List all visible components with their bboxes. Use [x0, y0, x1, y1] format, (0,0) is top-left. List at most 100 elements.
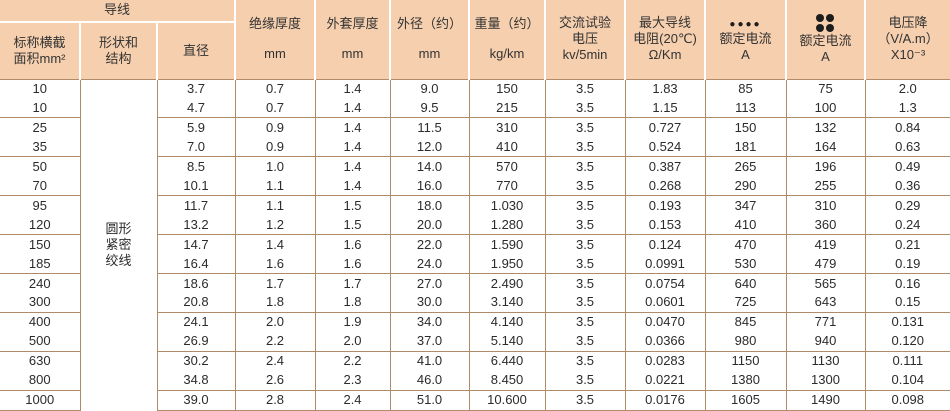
- table-cell: 14.7: [156, 234, 236, 255]
- table-cell: 310: [785, 195, 866, 216]
- table-cell: 2.0: [234, 311, 316, 332]
- ac-test-voltage-header: 交流试验 电压 kv/5min: [544, 0, 626, 79]
- table-cell: 0.268: [624, 176, 706, 196]
- table-cell: 800: [28, 372, 51, 388]
- table-cell: 265: [704, 156, 787, 177]
- table-row: 10 4.7 0.7 1.4 9.5 215 3.5 1.15 113 100 1.3: [0, 98, 950, 118]
- table-cell: 255: [785, 176, 866, 196]
- table-cell: 0.0283: [624, 350, 706, 371]
- table-cell: 1.8: [234, 292, 316, 313]
- table-cell: 1490: [785, 389, 866, 411]
- table-row: 35 7.0 0.9 1.4 12.0 410 3.5 0.524 181 164 0.63: [0, 137, 950, 157]
- table-cell: 30.0: [389, 292, 470, 313]
- table-cell: 845: [704, 311, 787, 332]
- table-cell: 1.1: [234, 176, 316, 196]
- table-cell: 196: [785, 156, 866, 177]
- weight-header: 重量（约） kg/km: [468, 0, 546, 79]
- table-cell: 1.9: [314, 311, 391, 332]
- table-cell: 1.4: [314, 98, 391, 118]
- table-cell: 1130: [785, 350, 866, 371]
- table-cell: 1.590: [468, 234, 546, 255]
- table-cell: 34.0: [389, 311, 470, 332]
- table-row: 95 11.7 1.1 1.5 18.0 1.030 3.5 0.193 347 310 0.29: [0, 195, 950, 216]
- table-cell: 1380: [704, 370, 787, 391]
- table-cell: 3.5: [544, 234, 626, 255]
- table-cell: 11.5: [389, 117, 470, 138]
- table-cell: 10: [0, 78, 80, 99]
- table-cell: 360: [785, 215, 866, 235]
- table-cell: 470: [704, 234, 787, 255]
- table-cell: 1605: [704, 389, 787, 411]
- table-cell: 3.5: [544, 292, 626, 313]
- table-cell: 0.36: [864, 176, 950, 196]
- table-cell: 2.0: [314, 331, 391, 352]
- table-cell: 0.49: [864, 156, 950, 177]
- table-cell: 1.0: [234, 156, 316, 177]
- table-cell: 500: [28, 333, 51, 349]
- table-cell: 51.0: [389, 389, 470, 411]
- table-cell: 16.0: [389, 176, 470, 196]
- table-cell: 3.5: [544, 98, 626, 118]
- table-cell: 9.5: [389, 98, 470, 118]
- table-cell: 0.29: [864, 195, 950, 216]
- table-cell: 0.9: [234, 117, 316, 138]
- table-cell: 16.4: [156, 254, 236, 274]
- shape-text-line: 绞线: [105, 253, 132, 268]
- table-cell: 1.030: [468, 195, 546, 216]
- table-cell: 26.9: [156, 331, 236, 352]
- max-resistance-header: 最大导线 电阻(20℃) Ω/Km: [624, 0, 706, 79]
- table-cell: 940: [785, 331, 866, 352]
- table-cell: 2.0: [864, 78, 950, 99]
- table-cell: 150: [0, 234, 80, 255]
- table-cell: 5.140: [468, 331, 546, 352]
- table-cell: 1.4: [314, 156, 391, 177]
- table-cell: 1.3: [864, 98, 950, 118]
- table-cell: 347: [704, 195, 787, 216]
- table-cell: 3.5: [544, 176, 626, 196]
- table-cell: 1.2: [234, 215, 316, 235]
- table-cell: 39.0: [156, 389, 236, 411]
- table-cell: 25: [0, 117, 80, 138]
- table-cell: 0.131: [864, 311, 950, 332]
- table-cell: 1.5: [314, 195, 391, 216]
- table-cell: 0.387: [624, 156, 706, 177]
- table-cell: 0.19: [864, 254, 950, 274]
- cross-section-header: 标称横截 面积mm²: [0, 22, 80, 79]
- table-cell: 1.7: [314, 273, 391, 293]
- table-cell: 3.5: [544, 370, 626, 391]
- table-cell: 132: [785, 117, 866, 138]
- table-cell: 150: [704, 117, 787, 138]
- table-cell: 0.7: [234, 98, 316, 118]
- table-cell: 0.0470: [624, 311, 706, 332]
- shape-text-line: 紧密: [105, 237, 132, 252]
- table-cell: 725: [704, 292, 787, 313]
- table-cell: 1.5: [314, 215, 391, 235]
- table-cell: 8.450: [468, 370, 546, 391]
- shape-structure-cell: 圆形 紧密 绞线: [79, 78, 157, 411]
- table-cell: 3.5: [544, 156, 626, 177]
- table-cell: 1.950: [468, 254, 546, 274]
- table-cell: 2.4: [314, 389, 391, 411]
- table-cell: 1.4: [314, 117, 391, 138]
- table-row: 300 20.8 1.8 1.8 30.0 3.140 3.5 0.0601 725 643 0.1…: [0, 292, 950, 313]
- table-body: 10 圆形 紧密 绞线 3.7 0.7 1.4 9.0 150 3.5 1.83 85 75 2.0 10 4…: [0, 78, 950, 411]
- table-row: 800 34.8 2.6 2.3 46.0 8.450 3.5 0.0221 1380 1300 0…: [0, 370, 950, 391]
- table-cell: 630: [0, 350, 80, 371]
- table-cell: 419: [785, 234, 866, 255]
- table-cell: 0.153: [624, 215, 706, 235]
- table-cell: 1.4: [234, 234, 316, 255]
- table-cell: 565: [785, 273, 866, 293]
- insulation-thickness-header: 绝缘厚度 mm: [234, 0, 316, 79]
- table-cell: 1.4: [314, 137, 391, 157]
- diameter-header: 直径: [155, 22, 236, 79]
- table-cell: 24.0: [389, 254, 470, 274]
- table-cell: 0.727: [624, 117, 706, 138]
- four-dots-in-row-icon: ●●●●: [729, 18, 762, 30]
- table-cell: 3.5: [544, 350, 626, 371]
- table-cell: 12.0: [389, 137, 470, 157]
- table-cell: 41.0: [389, 350, 470, 371]
- voltage-drop-header: 电压降 （V/A.m） X10⁻³: [864, 0, 950, 79]
- table-cell: 1.4: [314, 78, 391, 99]
- table-cell: 3.7: [156, 78, 236, 99]
- table-cell: 0.24: [864, 215, 950, 235]
